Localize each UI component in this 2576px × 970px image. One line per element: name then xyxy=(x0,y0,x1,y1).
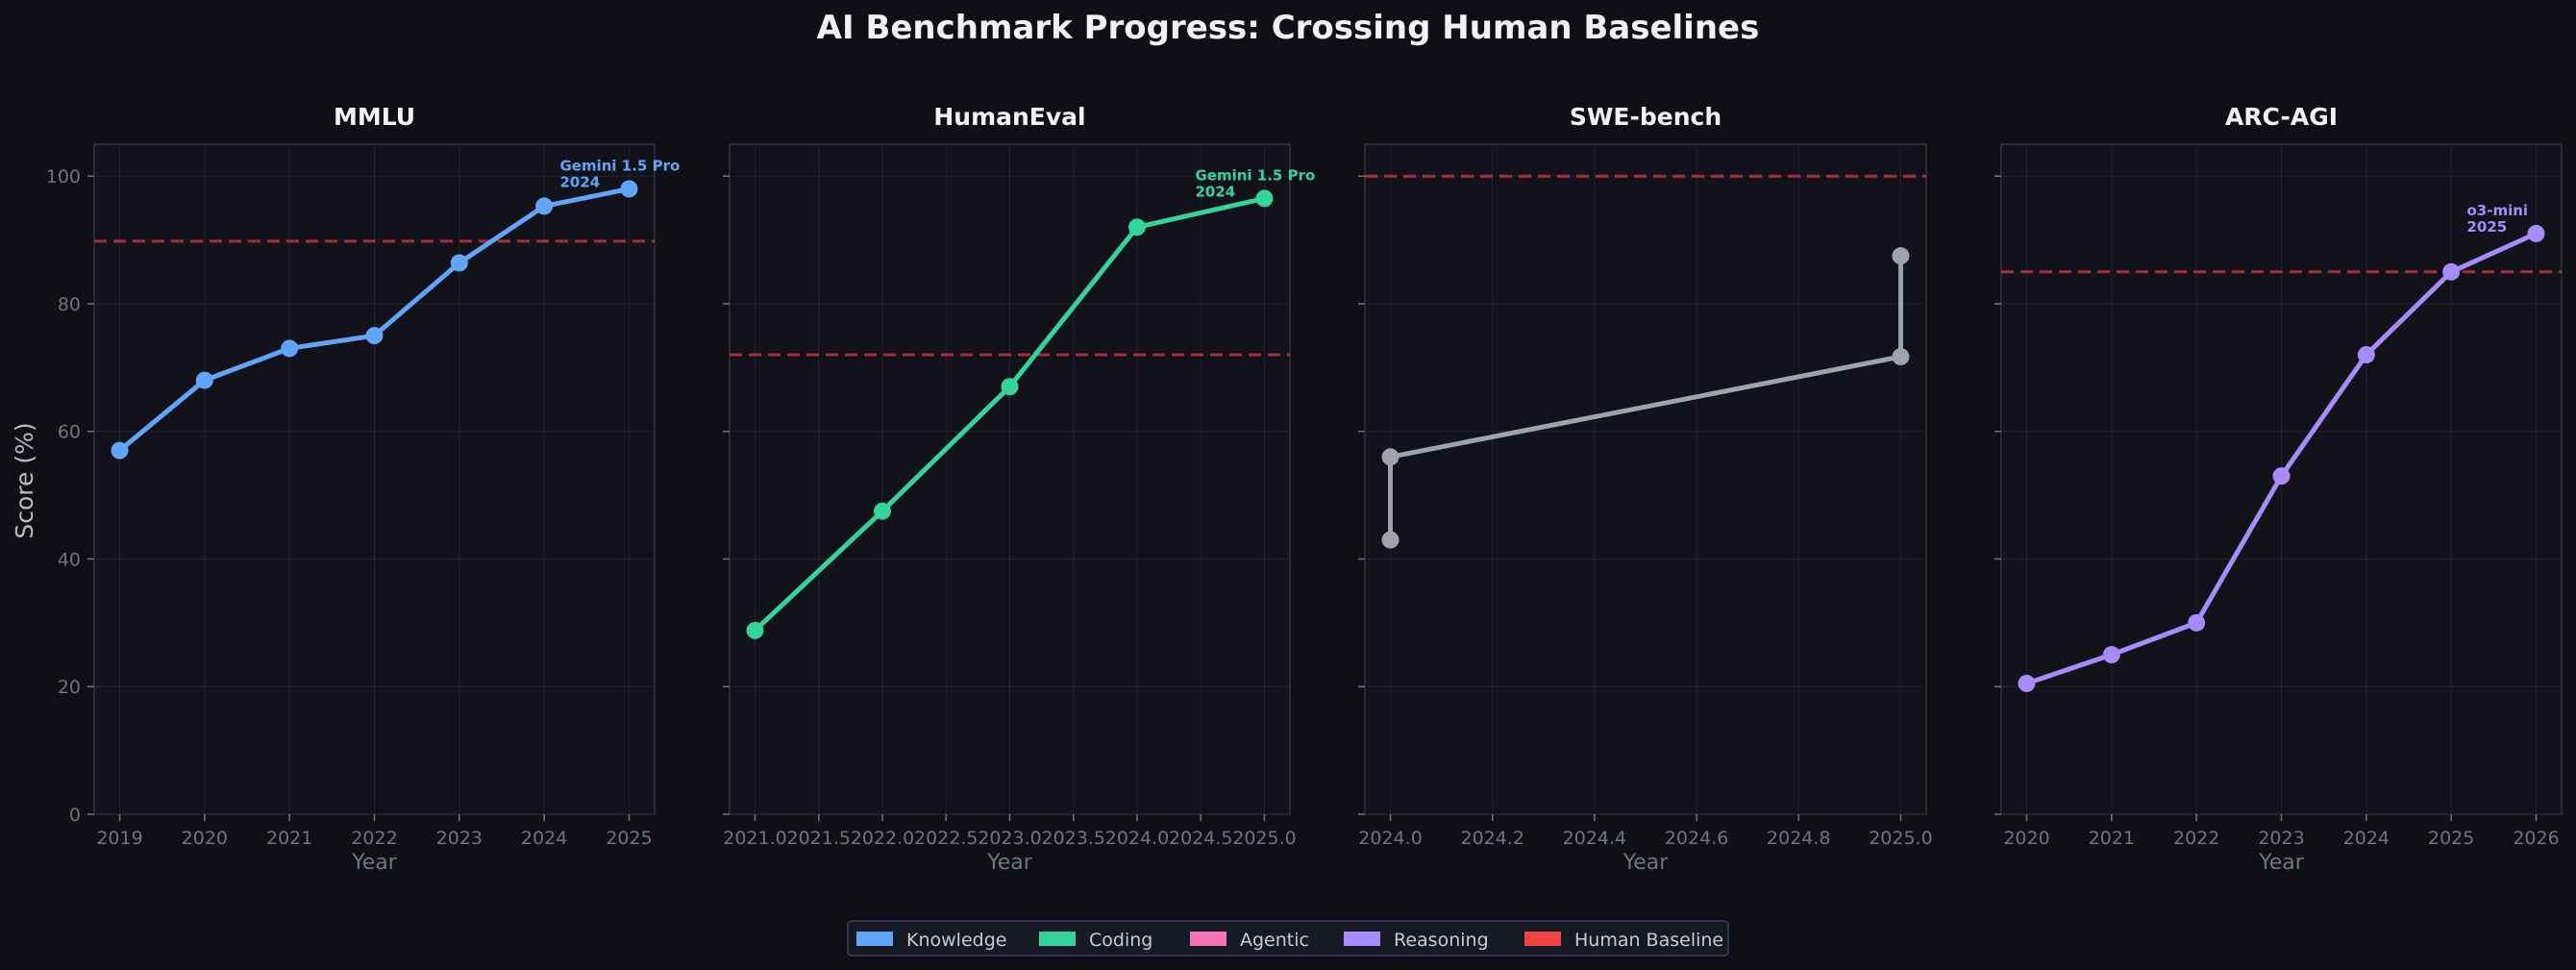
data-point xyxy=(874,502,891,520)
x-tick-label: 2023.0 xyxy=(978,828,1041,849)
data-point xyxy=(2018,674,2036,692)
data-point xyxy=(195,371,213,389)
data-point xyxy=(2188,613,2206,632)
y-tick-label: 0 xyxy=(69,805,81,826)
x-axis-label: Year xyxy=(351,851,398,875)
legend-swatch xyxy=(1344,932,1380,946)
legend-label: Agentic xyxy=(1240,930,1309,951)
annotation-label: o3-mini xyxy=(2467,202,2529,219)
data-point xyxy=(2102,646,2120,664)
legend-label: Knowledge xyxy=(906,930,1006,951)
x-tick-label: 2022.5 xyxy=(914,828,978,849)
x-tick-label: 2022 xyxy=(2173,828,2219,849)
x-tick-label: 2021.0 xyxy=(723,828,786,849)
plot-area xyxy=(1364,143,1927,815)
x-tick-label: 2021.5 xyxy=(787,828,851,849)
data-point xyxy=(1128,218,1146,236)
x-tick-label: 2021 xyxy=(2089,828,2135,849)
x-tick-label: 2024.2 xyxy=(1460,828,1523,849)
y-tick-label: 100 xyxy=(46,166,81,187)
data-point xyxy=(1892,348,1910,366)
data-point xyxy=(1255,189,1274,208)
data-point xyxy=(2272,467,2291,485)
y-tick-label: 40 xyxy=(58,549,81,570)
x-tick-label: 2022.0 xyxy=(851,828,914,849)
x-tick-label: 2023 xyxy=(2258,828,2304,849)
y-tick-label: 20 xyxy=(58,677,81,698)
legend-label: Coding xyxy=(1089,930,1152,951)
panel-title: HumanEval xyxy=(933,103,1085,131)
data-point xyxy=(2442,262,2461,281)
y-tick-label: 80 xyxy=(58,294,81,315)
legend-swatch xyxy=(856,932,893,946)
data-point xyxy=(111,441,129,460)
legend-swatch xyxy=(1524,932,1561,946)
data-point xyxy=(535,197,554,215)
panel-title: SWE-bench xyxy=(1570,103,1721,131)
x-tick-label: 2024.6 xyxy=(1665,828,1728,849)
x-axis-label: Year xyxy=(986,851,1033,875)
x-tick-label: 2023.5 xyxy=(1042,828,1105,849)
legend-label: Reasoning xyxy=(1394,930,1489,951)
data-point xyxy=(2357,346,2375,364)
annotation-label: Gemini 1.5 Pro xyxy=(560,157,681,174)
x-tick-label: 2021 xyxy=(266,828,312,849)
annotation-label: Gemini 1.5 Pro xyxy=(1196,166,1316,184)
x-tick-label: 2025.0 xyxy=(1232,828,1296,849)
y-axis-label: Score (%) xyxy=(11,422,38,538)
x-tick-label: 2022 xyxy=(351,828,397,849)
panel-swe-bench: 2024.0 2024.2 2024.4 2024.6 2024.8 2025.0 Year… xyxy=(1358,103,1933,875)
panel-title: MMLU xyxy=(334,103,415,131)
x-tick-label: 2024.0 xyxy=(1105,828,1169,849)
legend-swatch xyxy=(1190,932,1226,946)
panel-title: ARC-AGI xyxy=(2225,103,2338,131)
x-tick-label: 2024.8 xyxy=(1767,828,1830,849)
annotation-label: 2024 xyxy=(1196,183,1236,200)
x-tick-label: 2024 xyxy=(2343,828,2390,849)
legend-box xyxy=(847,920,1729,957)
x-tick-label: 2025.0 xyxy=(1869,828,1932,849)
x-tick-label: 2020 xyxy=(182,828,228,849)
data-point xyxy=(2527,224,2545,242)
x-tick-label: 2024.0 xyxy=(1358,828,1422,849)
x-tick-label: 2024 xyxy=(521,828,567,849)
chart-title: AI Benchmark Progress: Crossing Human Ba… xyxy=(817,9,1760,47)
legend-label: Human Baseline xyxy=(1574,930,1723,951)
annotation-label: 2025 xyxy=(2467,218,2508,236)
legend: Knowledge Coding Agentic Reasoning Human Bas… xyxy=(847,920,1729,957)
data-point xyxy=(620,180,638,198)
x-tick-label: 2023 xyxy=(436,828,483,849)
series-line xyxy=(1388,253,1903,543)
x-tick-label: 2019 xyxy=(96,828,142,849)
data-point xyxy=(1381,448,1399,466)
data-point xyxy=(450,254,468,272)
data-point xyxy=(1001,378,1019,396)
x-tick-label: 2020 xyxy=(2003,828,2049,849)
data-point xyxy=(1892,247,1910,265)
data-point xyxy=(1381,531,1399,549)
x-axis-label: Year xyxy=(1622,851,1670,875)
x-tick-label: 2025 xyxy=(2428,828,2474,849)
y-tick-label: 60 xyxy=(58,422,81,443)
x-tick-label: 2024.5 xyxy=(1169,828,1232,849)
x-tick-label: 2026 xyxy=(2513,828,2559,849)
panel-arc-agi: 2020 2021 2022 2023 2024 2025 2026 Year ARC-AGI o… xyxy=(1994,103,2563,875)
data-point xyxy=(746,621,764,639)
panels: 0 20 40 60 80 100 2019 2020 2021 2022 2023 2024 2025… xyxy=(46,103,2563,875)
x-tick-label: 2024.4 xyxy=(1563,828,1626,849)
panel-humaneval: 2021.0 2021.5 2022.0 2022.5 2023.0 2023.5 2024… xyxy=(723,103,1315,875)
x-axis-label: Year xyxy=(2258,851,2305,875)
data-point xyxy=(281,339,299,358)
x-tick-label: 2025 xyxy=(606,828,652,849)
data-point xyxy=(365,327,384,345)
legend-swatch xyxy=(1039,932,1076,946)
annotation-label: 2024 xyxy=(560,173,601,190)
panel-mmlu: 0 20 40 60 80 100 2019 2020 2021 2022 2023 2024 2025… xyxy=(46,103,681,875)
